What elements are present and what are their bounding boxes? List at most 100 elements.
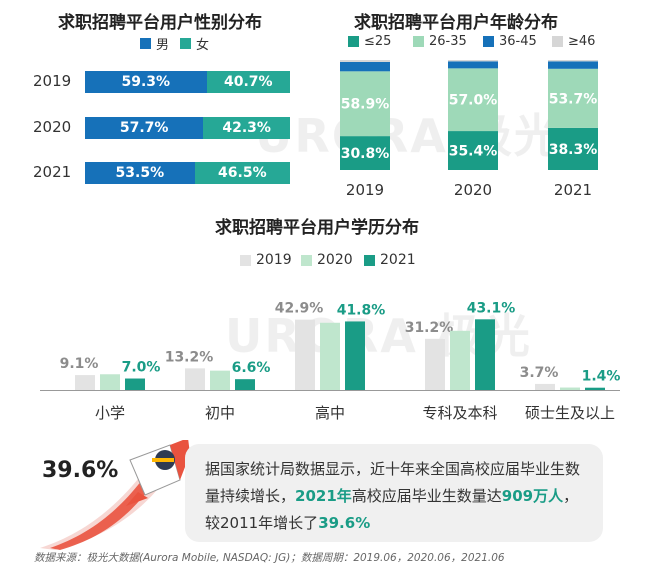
edu-data-label: 13.2%	[165, 349, 214, 365]
age-data-label: 38.3%	[549, 142, 598, 158]
callout-big-number: 39.6%	[42, 458, 119, 483]
gender-bar-2019: 59.3% 40.7%	[85, 71, 290, 93]
edu-data-label: 31.2%	[405, 320, 454, 336]
age-legend-36-45-label: 36-45	[499, 34, 537, 49]
edu-bar	[235, 379, 255, 390]
age-bar-segment	[548, 60, 598, 62]
edu-legend-2021-label: 2021	[380, 252, 416, 268]
age-year-label: 2020	[454, 181, 492, 199]
age-bar-segment	[548, 61, 598, 69]
age-legend-le25: ≤25	[348, 34, 391, 49]
edu-bar	[345, 321, 365, 390]
age-chart-title: 求职招聘平台用户年龄分布	[354, 13, 558, 33]
education-chart: 9.1% 7.0% 小学 13.2% 6.6% 初中 42.9% 41.8% 高中 31.2% 43…	[40, 300, 620, 422]
edu-bar	[585, 387, 605, 390]
edu-category-label: 初中	[205, 404, 235, 422]
age-bar-segment	[340, 136, 390, 170]
edu-bar	[210, 370, 230, 390]
gender-bar-segment: 46.5%	[194, 162, 290, 184]
callout-box	[185, 444, 603, 542]
gender-bar-segment: 42.3%	[203, 117, 290, 139]
callout-text: 据国家统计局数据显示，近十年来全国高校应届毕业生数量持续增长，2021年高校应届…	[205, 456, 590, 537]
callout-text-part3: ，较2011年增长了	[205, 487, 579, 532]
edu-bar	[425, 338, 445, 390]
edu-data-label: 1.4%	[582, 369, 620, 385]
age-bar-segment	[448, 131, 498, 170]
gender-year-label-2019: 2019	[33, 72, 72, 90]
age-legend-36-45-swatch	[483, 36, 494, 47]
gender-bar-segment: 59.3%	[85, 71, 207, 93]
gender-bar-segment: 57.7%	[85, 117, 204, 139]
callout-highlight-growth: 39.6%	[318, 514, 371, 532]
edu-bar	[320, 322, 340, 390]
age-bar-segment	[340, 71, 390, 137]
gender-chart-title: 求职招聘平台用户性别分布	[58, 13, 262, 33]
callout-highlight-year: 2021年	[295, 487, 352, 505]
edu-bar	[535, 383, 555, 390]
age-chart: 30.8% 58.9% 2019 35.4% 57.0% 2020 38.3% 53.7% 20…	[340, 60, 598, 199]
callout-highlight-count: 909万人	[501, 487, 564, 505]
gender-legend-male: 男	[140, 34, 169, 53]
edu-data-label: 6.6%	[232, 360, 271, 376]
age-bar-segment	[448, 60, 498, 62]
age-legend-36-45: 36-45	[483, 34, 537, 49]
watermark-top: URORA 极光	[255, 109, 562, 163]
age-bar-segment	[548, 68, 598, 128]
gender-legend-male-swatch	[140, 38, 151, 49]
age-year-label: 2019	[346, 181, 384, 199]
callout-text-part2: 高校应届毕业生数量达	[351, 487, 502, 505]
edu-legend-2019-swatch	[240, 254, 251, 266]
gender-bar-2021: 53.5% 46.5%	[85, 162, 290, 184]
age-bar-segment	[340, 60, 390, 62]
gender-legend-female: 女	[180, 34, 209, 53]
edu-bar	[75, 375, 95, 390]
edu-bar	[560, 387, 580, 390]
age-legend-le25-label: ≤25	[364, 34, 392, 49]
edu-bar	[100, 374, 120, 390]
edu-bar	[295, 319, 315, 390]
age-legend-ge46: ≥46	[552, 34, 595, 49]
edu-category-label: 硕士生及以上	[525, 404, 615, 422]
gender-bar-segment: 53.5%	[85, 162, 195, 184]
gender-year-label-2021: 2021	[33, 163, 72, 181]
edu-legend-2020-swatch	[301, 254, 312, 266]
edu-legend-2019-label: 2019	[256, 252, 292, 268]
age-year-label: 2021	[554, 181, 592, 199]
edu-data-label: 3.7%	[520, 365, 559, 381]
age-data-label: 35.4%	[449, 144, 498, 160]
edu-data-label: 43.1%	[467, 300, 516, 316]
edu-data-label: 41.8%	[337, 302, 386, 318]
gender-year-label-2020: 2020	[33, 118, 72, 136]
edu-legend-2021-swatch	[364, 254, 375, 266]
age-legend-26-35-swatch	[413, 36, 424, 47]
callout-text-part1: 据国家统计局数据显示，近十年来全国高校应届毕业生数量持续增长，	[205, 460, 581, 505]
edu-legend-2021: 2021	[364, 252, 416, 268]
age-bar-segment	[448, 61, 498, 69]
edu-category-label: 小学	[95, 404, 125, 422]
age-data-label: 30.8%	[341, 146, 390, 162]
edu-data-label: 42.9%	[275, 301, 324, 317]
edu-bar	[185, 368, 205, 390]
education-chart-title: 求职招聘平台用户学历分布	[215, 218, 419, 238]
age-data-label: 53.7%	[549, 91, 598, 107]
age-bar-segment	[548, 127, 598, 170]
gender-legend-female-swatch	[180, 38, 191, 49]
age-legend-ge46-label: ≥46	[568, 34, 596, 49]
gender-legend-female-label: 女	[196, 38, 210, 53]
age-legend-26-35: 26-35	[413, 34, 467, 49]
edu-legend-2020: 2020	[301, 252, 353, 268]
edu-data-label: 9.1%	[60, 356, 99, 372]
edu-bar	[125, 378, 145, 390]
edu-legend-2020-label: 2020	[317, 252, 353, 268]
edu-bar	[475, 319, 495, 390]
edu-legend-2019: 2019	[240, 252, 292, 268]
edu-data-label: 7.0%	[122, 360, 161, 376]
data-source-note: 数据来源：极光大数据(Aurora Mobile, NASDAQ: JG)；数据…	[34, 552, 505, 564]
age-data-label: 57.0%	[449, 93, 498, 109]
age-data-label: 58.9%	[341, 97, 390, 113]
gender-legend-male-label: 男	[156, 38, 170, 53]
rocket-illustration	[40, 440, 190, 550]
edu-bar	[450, 330, 470, 390]
age-legend-le25-swatch	[348, 36, 359, 47]
age-legend-ge46-swatch	[552, 36, 563, 47]
